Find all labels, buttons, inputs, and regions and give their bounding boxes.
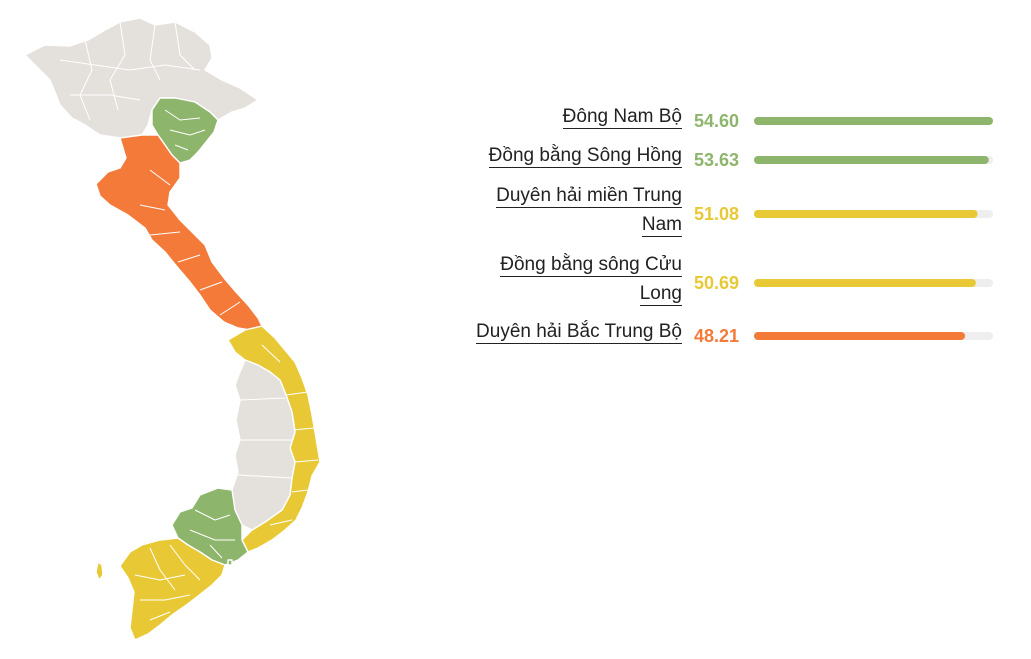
category-label-dong-nam-bo: Đông Nam Bộ xyxy=(562,106,682,129)
map-province-borders-delta xyxy=(164,109,206,151)
category-label-dong-bang-song-hong: Đồng bằng Sông Hồng xyxy=(488,145,682,168)
map-province-borders-scc xyxy=(261,344,319,526)
bar-dong-bang-song-hong[interactable] xyxy=(754,156,989,164)
category-label-dong-bang-song-cuu-long-line-2: Long xyxy=(639,283,682,306)
value-label-dong-bang-song-hong: 53.63 xyxy=(694,150,740,170)
bar-duyen-hai-bac-trung-bo[interactable] xyxy=(754,332,966,340)
category-label-duyen-hai-mien-trung-nam-line-1: Duyên hải miền Trung xyxy=(496,185,682,208)
map-province-borders-se xyxy=(189,509,235,559)
map-province-borders-ncc xyxy=(139,169,241,316)
bar-duyen-hai-mien-trung-nam[interactable] xyxy=(754,210,978,218)
value-label-duyen-hai-bac-trung-bo: 48.21 xyxy=(694,326,740,346)
value-label-dong-bang-song-cuu-long: 50.69 xyxy=(694,273,740,293)
map-province-borders-ch xyxy=(237,397,293,479)
value-label-dong-nam-bo: 54.60 xyxy=(694,111,740,131)
map-province-borders-mekong xyxy=(134,544,201,621)
bar-dong-bang-song-cuu-long[interactable] xyxy=(754,279,976,287)
category-label-duyen-hai-bac-trung-bo: Duyên hải Bắc Trung Bộ xyxy=(476,321,682,344)
map-island-con-dao xyxy=(227,559,233,566)
map-region-mekong-delta[interactable] xyxy=(119,537,226,641)
vietnam-map xyxy=(24,17,321,641)
map-region-red-river-delta[interactable] xyxy=(151,97,219,164)
map-region-central-highlands[interactable] xyxy=(231,359,296,531)
category-label-duyen-hai-mien-trung-nam-line-2: Nam xyxy=(641,214,682,237)
map-island-phu-quoc xyxy=(95,561,104,581)
bar-dong-nam-bo[interactable] xyxy=(754,117,993,125)
value-label-duyen-hai-mien-trung-nam: 51.08 xyxy=(694,204,740,224)
category-label-dong-bang-song-cuu-long-line-1: Đồng bằng sông Cửu xyxy=(500,254,682,277)
map-region-northwest-northeast[interactable] xyxy=(24,17,259,139)
map-province-borders-north xyxy=(59,21,201,121)
